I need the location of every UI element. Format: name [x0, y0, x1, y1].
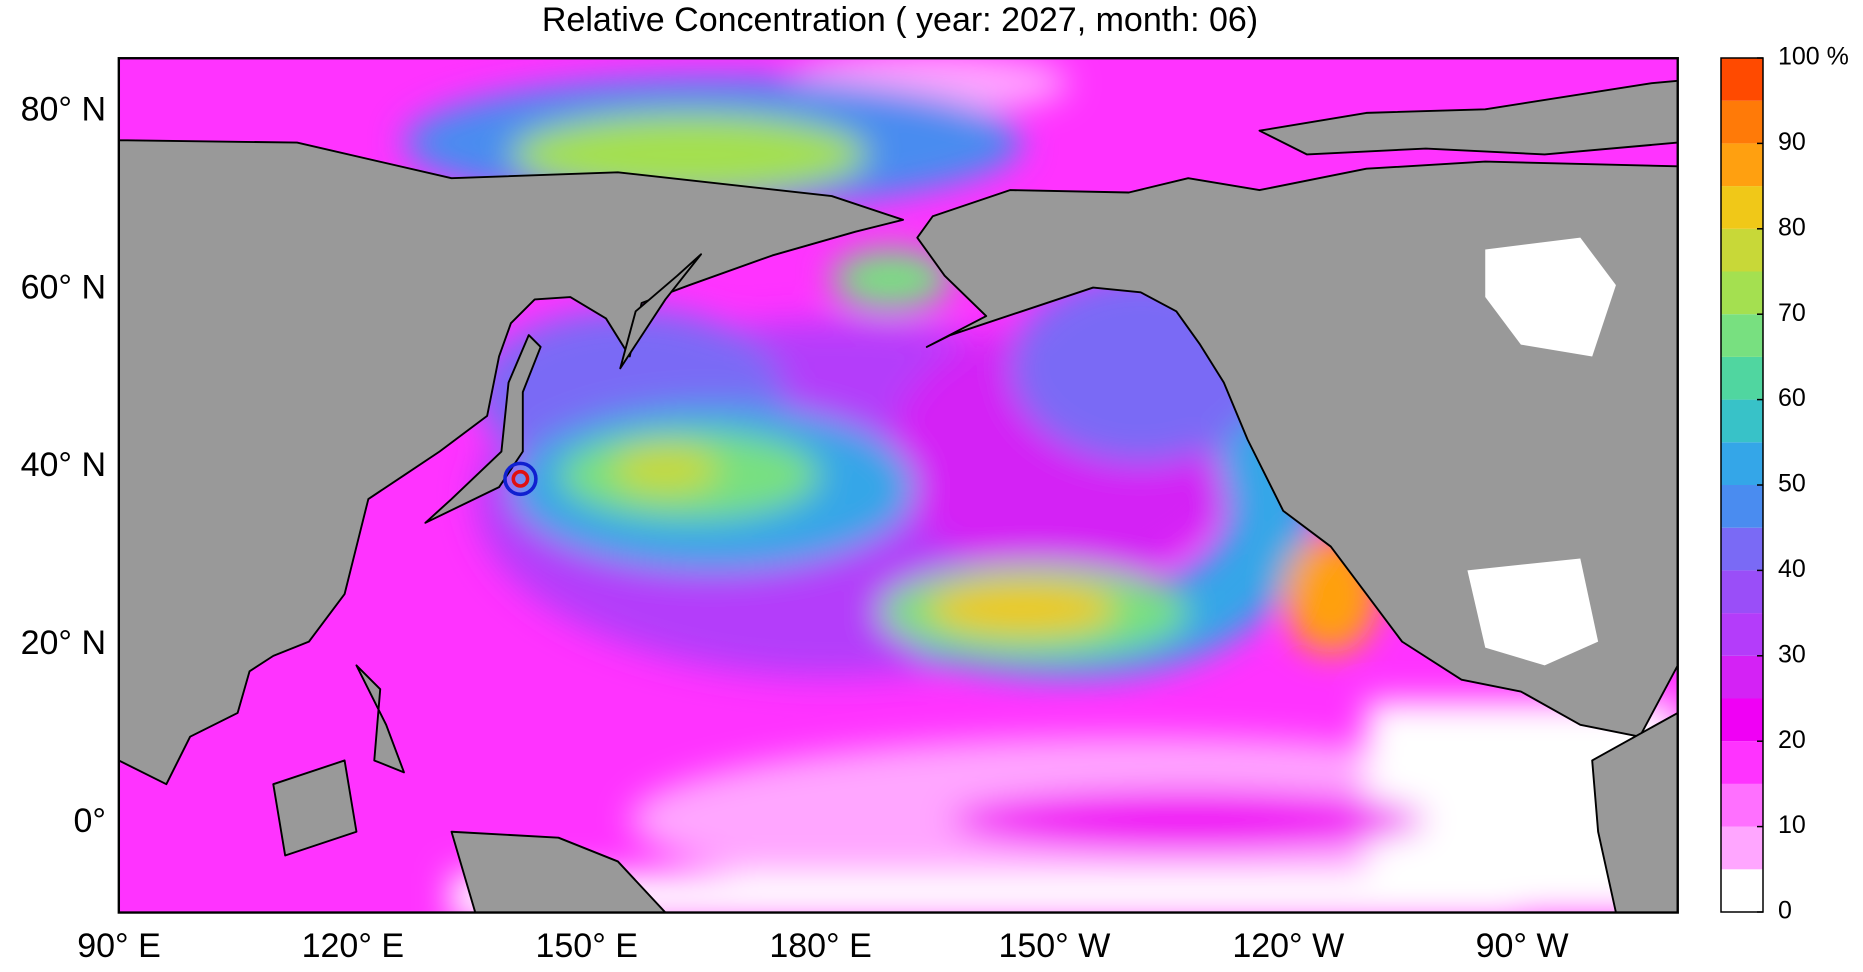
x-tick-label: 150° E — [535, 927, 637, 965]
map-frame — [117, 57, 1679, 914]
land-asia — [118, 117, 904, 786]
colorbar-band — [1721, 698, 1763, 742]
land-borneo — [272, 759, 358, 857]
map-area — [117, 57, 1679, 914]
colorbar-band — [1721, 58, 1763, 101]
colorbar-band — [1721, 527, 1763, 571]
y-tick-label: 80° N — [21, 90, 106, 128]
x-tick-label: 90° W — [1476, 927, 1569, 965]
x-tick-label: 120° W — [1232, 927, 1344, 965]
map-title: Relative Concentration ( year: 2027, mon… — [542, 1, 1258, 39]
x-tick-label: 180° E — [769, 927, 871, 965]
colorbar-band — [1721, 485, 1763, 528]
land-japan — [424, 334, 542, 524]
land-philippines — [355, 664, 405, 774]
y-tick-label: 20° N — [21, 624, 106, 662]
colorbar-band — [1721, 186, 1763, 229]
site-marker-inner — [511, 469, 530, 488]
colorbar-band — [1721, 741, 1763, 784]
colorbar-band — [1721, 399, 1763, 443]
land-kamchatka — [619, 253, 702, 370]
colorbar-tick-label: 100 % — [1778, 43, 1849, 71]
land-south-america — [1591, 711, 1678, 913]
x-tick-label: 120° E — [302, 927, 404, 965]
colorbar-tick-label: 60 — [1778, 384, 1806, 412]
colorbar-band — [1721, 783, 1763, 827]
y-tick-label: 0° — [73, 802, 106, 840]
x-tick-label: 150° W — [998, 927, 1110, 965]
colorbar-band — [1721, 613, 1763, 656]
concentration-field — [403, 58, 1678, 913]
land-arctic-islands — [1258, 79, 1678, 156]
colorbar-tick-label: 90 — [1778, 128, 1806, 156]
colorbar-tick-label: 20 — [1778, 726, 1806, 754]
colorbar-band — [1721, 100, 1763, 144]
colorbar-tick-label: 40 — [1778, 555, 1806, 583]
colorbar-tick-label: 10 — [1778, 811, 1806, 839]
colorbar-band — [1721, 442, 1763, 485]
colorbar-tick-label: 70 — [1778, 299, 1806, 327]
site-marker-outer — [503, 461, 538, 497]
colorbar-tick-label: 0 — [1778, 897, 1792, 925]
colorbar-band — [1721, 655, 1763, 699]
colorbar-band — [1721, 314, 1763, 357]
colorbar-band — [1721, 143, 1763, 187]
x-tick-label: 90° E — [77, 927, 161, 965]
land-new-guinea — [450, 830, 667, 913]
colorbar-band — [1721, 356, 1763, 400]
colorbar-tick-label: 50 — [1778, 470, 1806, 498]
y-tick-label: 40° N — [21, 446, 106, 484]
hudson-bay — [1485, 237, 1616, 357]
colorbar-tick-label: 80 — [1778, 213, 1806, 241]
colorbar-band — [1721, 826, 1763, 870]
colorbar-band — [1721, 228, 1763, 272]
colorbar-band — [1721, 271, 1763, 315]
colorbar-tick-label: 30 — [1778, 640, 1806, 668]
y-tick-label: 60° N — [21, 268, 106, 306]
colorbar-band — [1721, 869, 1763, 912]
gulf-of-mexico — [1467, 558, 1599, 666]
colorbar-band — [1721, 570, 1763, 614]
